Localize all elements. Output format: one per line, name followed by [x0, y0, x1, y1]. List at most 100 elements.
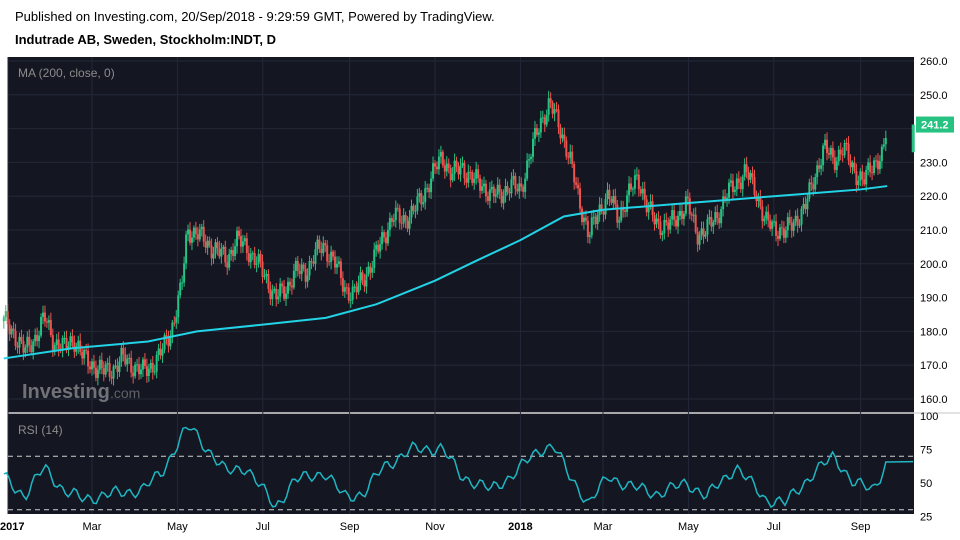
candle-body [61, 338, 64, 351]
candle-body [439, 151, 442, 157]
candle-body [735, 178, 738, 190]
time-tick-label: May [678, 521, 699, 533]
candle-body [767, 211, 770, 221]
candle-body [379, 244, 382, 252]
candle-body [506, 185, 509, 192]
candle-body [339, 261, 342, 279]
rsi-indicator-label[interactable]: RSI (14) [18, 423, 63, 437]
candle-body [287, 281, 289, 294]
candle-body [847, 143, 850, 161]
candle-body [134, 364, 137, 377]
candle-body [369, 266, 372, 273]
candle-body [824, 139, 827, 146]
candle-body [265, 273, 268, 276]
candle-body [128, 357, 131, 359]
rsi-tick-label: 100 [920, 411, 938, 423]
price-tick-label: 210.0 [920, 225, 948, 237]
candle-body [741, 176, 744, 190]
candle-body [47, 320, 50, 323]
candle-body [18, 336, 21, 348]
watermark-logo: Investing .com [22, 381, 140, 403]
candle-body [122, 347, 125, 355]
candle-body [200, 226, 203, 230]
candle-body [45, 321, 48, 323]
candle-body [696, 231, 699, 245]
candle-body [579, 188, 582, 209]
candle-body [698, 234, 701, 245]
candle-body [786, 217, 789, 231]
candle-body [816, 165, 819, 178]
candle-body [643, 188, 646, 200]
candle-body [275, 288, 278, 300]
price-tick-label: 160.0 [920, 394, 948, 406]
candle-body [4, 311, 7, 318]
candle-body [224, 246, 227, 263]
candle-body [385, 237, 387, 244]
candle-body [710, 216, 713, 227]
candle-body [359, 272, 362, 283]
candle-body [79, 340, 82, 352]
candle-body [147, 368, 150, 377]
candle-body [38, 335, 41, 342]
candle-body [839, 149, 842, 155]
candle-body [257, 253, 260, 264]
candle-body [77, 340, 80, 347]
candle-body [175, 317, 178, 323]
candle-body [187, 229, 190, 235]
candle-body [271, 290, 274, 300]
candle-body [569, 151, 572, 158]
rsi-axis-panel [914, 414, 960, 514]
time-tick-label: May [167, 521, 188, 533]
candle-body [155, 354, 158, 372]
candle-body [473, 178, 476, 183]
candle-body [620, 207, 623, 221]
candle-body [214, 242, 217, 254]
candle-body [89, 366, 92, 370]
candle-body [796, 215, 799, 226]
candle-body [581, 208, 583, 223]
candle-body [684, 196, 687, 214]
candle-body [324, 243, 327, 246]
ma-indicator-label[interactable]: MA (200, close, 0) [18, 66, 115, 80]
candle-body [12, 328, 15, 331]
candle-body [253, 253, 256, 265]
candle-body [296, 260, 299, 271]
candle-body [861, 171, 864, 180]
candle-body [8, 324, 11, 335]
candle-body [455, 160, 458, 167]
candle-body [98, 359, 101, 370]
candle-body [381, 232, 384, 245]
candle-body [835, 161, 838, 170]
candle-body [722, 196, 725, 210]
candle-body [57, 339, 60, 350]
candle-body [298, 270, 301, 274]
candle-body [657, 218, 660, 222]
candle-body [769, 220, 772, 229]
candle-body [451, 173, 454, 181]
time-tick-label: Jul [767, 521, 781, 533]
candle-body [310, 261, 313, 263]
time-tick-label: Nov [425, 521, 445, 533]
candle-body [596, 214, 599, 225]
moving-average-layer [3, 185, 888, 360]
candle-body [498, 184, 501, 192]
candle-body [661, 232, 664, 235]
candle-body [14, 330, 17, 346]
candle-body [398, 208, 401, 223]
ma-line [3, 185, 888, 360]
candle-body [34, 334, 37, 342]
candle-body [118, 361, 121, 372]
candle-body [631, 188, 634, 190]
candle-body [332, 251, 335, 257]
candle-body [106, 363, 109, 365]
candle-body [336, 263, 338, 268]
candle-body [53, 344, 56, 350]
candle-body [218, 248, 221, 257]
candle-body [882, 144, 885, 147]
candle-body [637, 174, 640, 190]
candle-body [782, 228, 785, 238]
candle-body [247, 253, 250, 263]
candle-body [28, 336, 31, 346]
candle-body [16, 345, 19, 348]
